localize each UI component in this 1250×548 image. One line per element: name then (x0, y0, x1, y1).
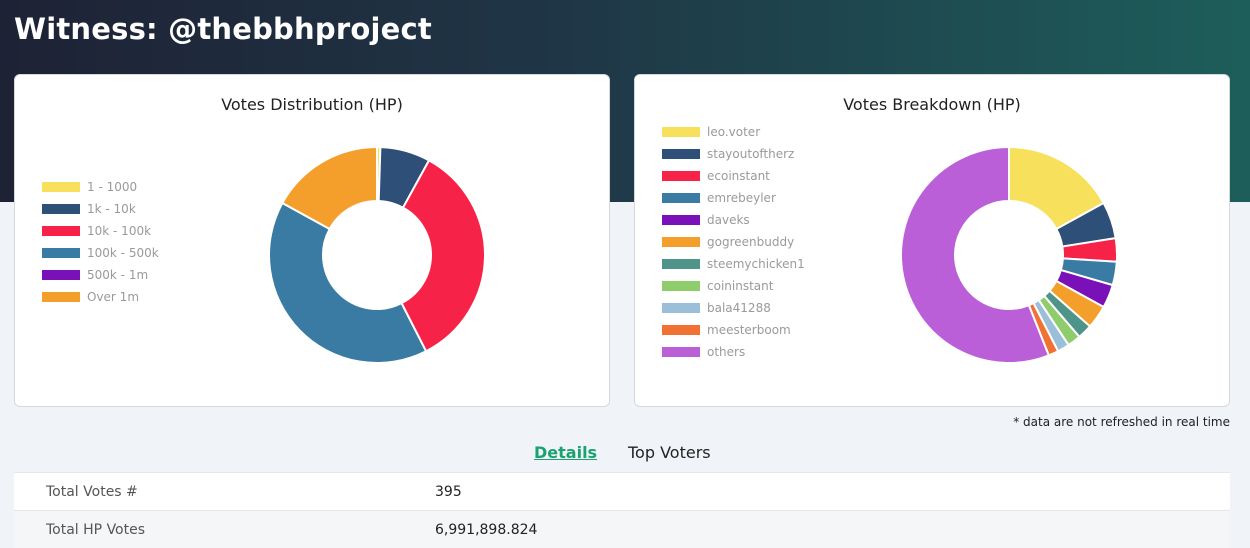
legend-swatch (42, 292, 80, 302)
legend-label: 10k - 100k (87, 224, 151, 238)
legend-label: coininstant (707, 279, 773, 293)
legend-item[interactable]: 500k - 1m (42, 268, 148, 282)
legend-label: 1 - 1000 (87, 180, 137, 194)
legend-swatch (42, 226, 80, 236)
votes-distribution-card: Votes Distribution (HP) 1 - 1000 1k - 10k… (14, 74, 610, 407)
legend-item[interactable]: 1k - 10k (42, 202, 136, 216)
legend-label: bala41288 (707, 301, 771, 315)
legend-item[interactable]: Over 1m (42, 290, 139, 304)
legend-swatch (42, 270, 80, 280)
tab-details[interactable]: Details (534, 443, 597, 462)
legend-item[interactable]: gogreenbuddy (662, 235, 794, 249)
table-row: Total HP Votes 6,991,898.824 (14, 511, 1230, 548)
legend-item[interactable]: 100k - 500k (42, 246, 159, 260)
legend-swatch (662, 215, 700, 225)
table-row: Total Votes # 395 (14, 473, 1230, 511)
legend-item[interactable]: coininstant (662, 279, 773, 293)
legend-swatch (662, 149, 700, 159)
legend-item[interactable]: 1 - 1000 (42, 180, 137, 194)
slice-100k-500k[interactable] (269, 203, 426, 363)
row-label: Total Votes # (14, 473, 435, 511)
legend-item[interactable]: 10k - 100k (42, 224, 151, 238)
legend-item[interactable]: leo.voter (662, 125, 760, 139)
legend-label: 1k - 10k (87, 202, 136, 216)
legend-label: others (707, 345, 745, 359)
legend-swatch (42, 182, 80, 192)
chart-title: Votes Breakdown (HP) (635, 95, 1229, 114)
legend-swatch (42, 204, 80, 214)
legend-swatch (662, 127, 700, 137)
legend-item[interactable]: steemychicken1 (662, 257, 805, 271)
legend-swatch (662, 237, 700, 247)
legend-label: emrebeyler (707, 191, 776, 205)
legend-label: leo.voter (707, 125, 760, 139)
legend-swatch (662, 171, 700, 181)
legend-item[interactable]: ecoinstant (662, 169, 770, 183)
legend-label: daveks (707, 213, 750, 227)
legend-label: gogreenbuddy (707, 235, 794, 249)
slice-10k-100k[interactable] (402, 160, 485, 351)
page-title: Witness: @thebbhproject (14, 12, 432, 46)
details-table: Total Votes # 395 Total HP Votes 6,991,8… (14, 472, 1230, 548)
legend-label: 500k - 1m (87, 268, 148, 282)
votes-breakdown-card: Votes Breakdown (HP) leo.voter stayoutoft… (634, 74, 1230, 407)
legend-label: Over 1m (87, 290, 139, 304)
legend-swatch (662, 259, 700, 269)
legend-label: ecoinstant (707, 169, 770, 183)
donut-chart (899, 145, 1119, 365)
refresh-note: * data are not refreshed in real time (1013, 415, 1230, 429)
legend-label: meesterboom (707, 323, 791, 337)
legend-item[interactable]: daveks (662, 213, 750, 227)
legend-label: stayoutoftherz (707, 147, 794, 161)
legend-swatch (662, 303, 700, 313)
legend-swatch (662, 325, 700, 335)
legend-item[interactable]: stayoutoftherz (662, 147, 794, 161)
tab-top-voters[interactable]: Top Voters (628, 443, 711, 462)
legend-swatch (662, 347, 700, 357)
legend-item[interactable]: bala41288 (662, 301, 771, 315)
chart-title: Votes Distribution (HP) (15, 95, 609, 114)
legend-swatch (662, 193, 700, 203)
legend-swatch (662, 281, 700, 291)
row-value: 395 (435, 473, 1230, 511)
legend-swatch (42, 248, 80, 258)
row-value: 6,991,898.824 (435, 511, 1230, 548)
legend-label: 100k - 500k (87, 246, 159, 260)
donut-chart (267, 145, 487, 365)
row-label: Total HP Votes (14, 511, 435, 548)
legend-item[interactable]: emrebeyler (662, 191, 776, 205)
legend-item[interactable]: others (662, 345, 745, 359)
legend-item[interactable]: meesterboom (662, 323, 791, 337)
legend-label: steemychicken1 (707, 257, 805, 271)
